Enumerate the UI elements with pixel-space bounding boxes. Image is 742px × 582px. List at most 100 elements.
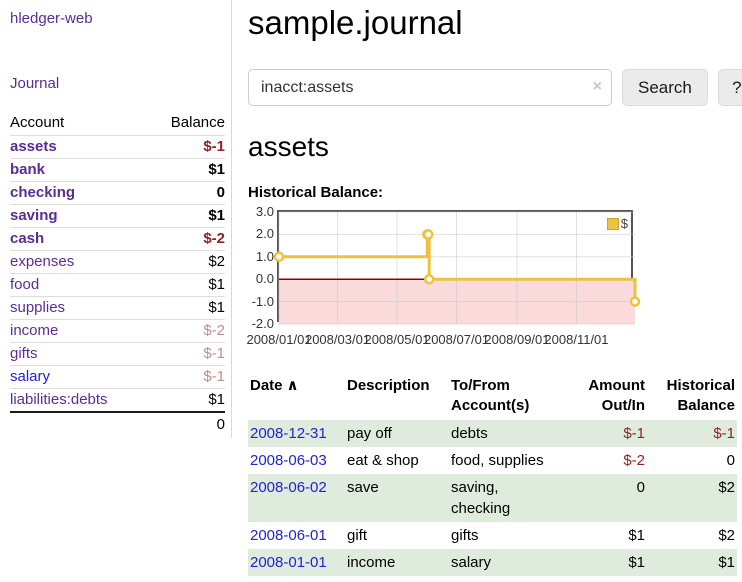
account-balance: $-2 (148, 227, 225, 251)
account-row: gifts $-1 (10, 342, 225, 366)
account-link-checking[interactable]: checking (10, 184, 76, 201)
account-link-expenses[interactable]: expenses (10, 253, 75, 270)
transaction-description: pay off (347, 425, 392, 442)
chart-canvas (273, 211, 641, 325)
transaction-date-link[interactable]: 2008-06-02 (250, 479, 327, 496)
account-link-food[interactable]: food (10, 276, 40, 293)
register-header-row: Date ∧ Description To/From Account(s) Amo… (248, 374, 737, 420)
account-balance: $1 (148, 388, 225, 413)
transaction-balance: 0 (726, 452, 735, 469)
y-axis-tick-label: -2.0 (251, 316, 274, 331)
x-axis-tick-label: 2008/11/01 (544, 332, 609, 347)
transaction-date-link[interactable]: 2008-12-31 (250, 425, 327, 442)
legend-label: $ (620, 216, 628, 231)
x-axis-tick-label: 2008/05/01 (364, 332, 430, 347)
clear-search-icon[interactable]: × (592, 78, 602, 95)
y-axis-tick-label: 2.0 (255, 226, 274, 242)
main-content: sample.journal × Search ? assets Histori… (232, 0, 742, 582)
chart-label: Historical Balance: (248, 184, 384, 201)
x-axis-tick-label: 2008/09/01 (484, 332, 550, 347)
app-title-link[interactable]: hledger-web (10, 10, 93, 27)
transaction-amount: $1 (628, 554, 645, 571)
page-title: sample.journal (248, 4, 463, 41)
account-link-assets[interactable]: assets (10, 138, 57, 155)
transaction-balance: $2 (718, 479, 735, 496)
account-link-income[interactable]: income (10, 322, 59, 339)
table-row: 2008-06-01 gift gifts $1 $2 (248, 522, 737, 549)
amount-column-header: Amount Out/In (588, 377, 645, 414)
account-balance: $1 (148, 296, 225, 320)
transaction-amount: $1 (628, 527, 645, 544)
account-column-header: Account (10, 111, 149, 136)
balance-column-header: Historical Balance (666, 377, 735, 414)
search-form: × Search ? (248, 69, 742, 106)
account-row: liabilities:debts $1 (10, 388, 225, 413)
transaction-amount: 0 (636, 479, 645, 496)
search-button[interactable]: Search (622, 69, 708, 106)
transaction-description: eat & shop (347, 452, 419, 469)
account-row: bank $1 (10, 158, 225, 182)
account-link-saving[interactable]: saving (10, 207, 58, 224)
account-link-supplies[interactable]: supplies (10, 299, 66, 316)
account-heading: assets (248, 131, 329, 162)
x-axis-tick-label: 2008/07/01 (423, 332, 490, 347)
account-balance: $-1 (148, 365, 225, 389)
account-link-gifts[interactable]: gifts (10, 345, 38, 362)
accounts-total-row: 0 (10, 411, 225, 436)
transaction-date-link[interactable]: 2008-06-03 (250, 452, 327, 469)
transaction-accounts: debts (451, 425, 488, 442)
date-column-header[interactable]: Date ∧ (250, 377, 299, 394)
account-row: saving $1 (10, 204, 225, 228)
account-row: supplies $1 (10, 296, 225, 320)
transaction-description: income (347, 554, 396, 571)
chart-legend: $ (606, 216, 628, 231)
account-balance: $2 (148, 250, 225, 274)
account-link-bank[interactable]: bank (10, 161, 46, 178)
account-row: assets $-1 (10, 135, 225, 159)
account-row: expenses $2 (10, 250, 225, 274)
account-balance: $-1 (148, 342, 225, 366)
help-button[interactable]: ? (717, 69, 742, 106)
transaction-accounts: salary (451, 554, 492, 571)
sidebar-item-journal[interactable]: Journal (10, 75, 60, 92)
transaction-accounts: saving, checking (451, 479, 511, 517)
account-row: food $1 (10, 273, 225, 297)
account-balance: $1 (148, 204, 225, 228)
balance-column-header: Balance (148, 111, 225, 136)
transaction-balance: $2 (718, 527, 735, 544)
accounts-total: 0 (148, 411, 225, 436)
transaction-balance: $-1 (713, 425, 735, 442)
account-row: income $-2 (10, 319, 225, 343)
accounts-header-row: Account Balance (10, 111, 225, 136)
account-link-liabilities-debts[interactable]: liabilities:debts (10, 391, 108, 408)
balance-chart: $ 3.0 2.0 1.0 0.0 -1.0 -2.0 2008/01/01 2008/03/… (246, 204, 742, 350)
transaction-date-link[interactable]: 2008-01-01 (250, 554, 327, 571)
account-link-salary[interactable]: salary (10, 368, 51, 385)
description-column-header: Description (347, 377, 430, 394)
account-balance: $-1 (148, 135, 225, 159)
account-balance: $-2 (148, 319, 225, 343)
chart-plot: $ (273, 210, 641, 325)
accounts-table: Account Balance assets $-1 bank $1 check… (10, 111, 225, 436)
account-link-cash[interactable]: cash (10, 230, 45, 247)
account-row: checking 0 (10, 181, 225, 205)
account-balance: 0 (148, 181, 225, 205)
legend-swatch (606, 217, 619, 230)
register-table: Date ∧ Description To/From Account(s) Amo… (248, 374, 737, 576)
transaction-balance: $1 (718, 554, 735, 571)
sort-ascending-icon: ∧ (286, 377, 299, 394)
y-axis-tick-label: 3.0 (255, 204, 274, 219)
transaction-accounts: gifts (451, 527, 479, 544)
y-axis-tick-label: 0.0 (255, 271, 274, 287)
account-row: cash $-2 (10, 227, 225, 251)
transaction-description: gift (347, 527, 368, 544)
accounts-column-header: To/From Account(s) (451, 377, 530, 414)
search-input[interactable] (248, 69, 612, 106)
table-row: 2008-12-31 pay off debts $-1 $-1 (248, 420, 737, 447)
account-balance: $1 (148, 273, 225, 297)
account-row: salary $-1 (10, 365, 225, 389)
transaction-date-link[interactable]: 2008-06-01 (250, 527, 327, 544)
transaction-amount: $-1 (623, 425, 645, 442)
transaction-description: save (347, 479, 379, 496)
table-row: 2008-01-01 income salary $1 $1 (248, 549, 737, 576)
